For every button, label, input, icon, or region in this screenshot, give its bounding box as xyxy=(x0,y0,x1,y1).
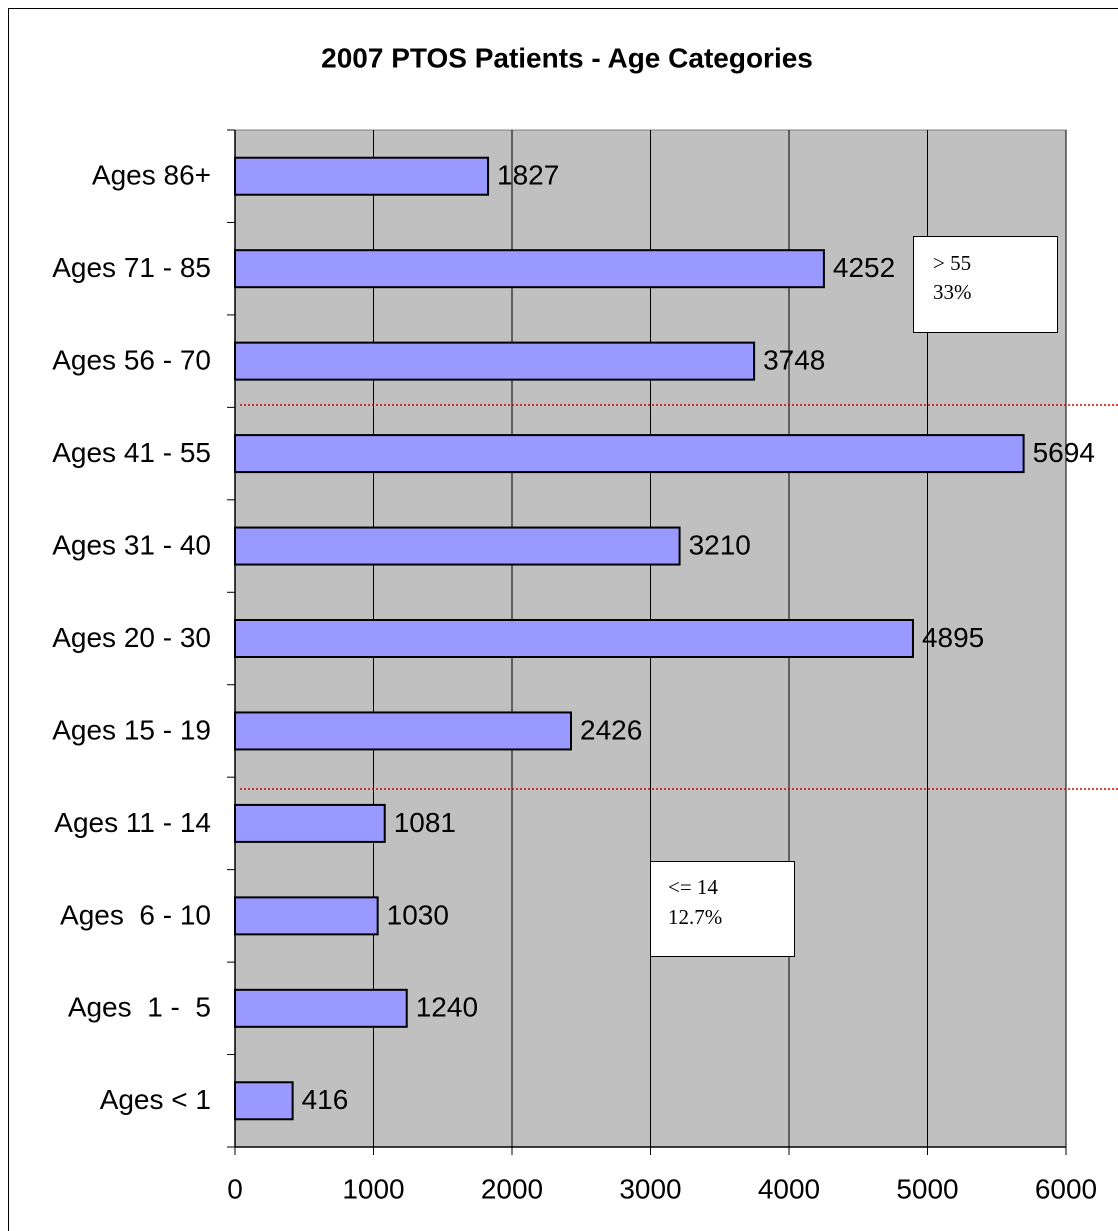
bar xyxy=(234,896,379,936)
annotation-box xyxy=(650,861,795,957)
x-tick-label: 6000 xyxy=(1035,1173,1097,1204)
y-tick-label: Ages 20 - 30 xyxy=(52,622,211,653)
value-label: 3210 xyxy=(689,529,751,560)
value-label: 3748 xyxy=(763,345,825,376)
value-label: 1240 xyxy=(416,992,478,1023)
bar xyxy=(234,1081,294,1121)
y-tick-label: Ages 86+ xyxy=(92,160,211,191)
y-tick-label: Ages 6 - 10 xyxy=(60,899,211,930)
value-label: 416 xyxy=(302,1084,349,1115)
annotation: 12.7% xyxy=(668,905,722,929)
value-label: 1081 xyxy=(394,807,456,838)
x-tick-label: 3000 xyxy=(619,1173,681,1204)
y-tick-label: Ages 15 - 19 xyxy=(52,714,211,745)
value-label: 4252 xyxy=(833,252,895,283)
bar xyxy=(234,341,756,381)
y-tick-label: Ages 11 - 14 xyxy=(54,807,211,838)
bar xyxy=(234,619,914,658)
annotation: 33% xyxy=(933,280,972,304)
x-tick-label: 2000 xyxy=(481,1173,543,1204)
x-tick-label: 0 xyxy=(227,1173,243,1204)
bar xyxy=(234,988,408,1028)
bar xyxy=(234,711,573,751)
value-label: 5694 xyxy=(1033,437,1095,468)
y-tick-label: Ages 1 - 5 xyxy=(68,992,211,1023)
bar xyxy=(234,156,490,196)
value-label: 2426 xyxy=(580,714,642,745)
x-tick-label: 4000 xyxy=(758,1173,820,1204)
value-label: 4895 xyxy=(922,622,984,653)
value-label: 1030 xyxy=(387,899,449,930)
annotation-box xyxy=(913,236,1058,333)
x-tick-label: 1000 xyxy=(342,1173,404,1204)
y-tick-label: Ages 71 - 85 xyxy=(52,252,211,283)
x-tick-label: 5000 xyxy=(896,1173,958,1204)
y-tick-label: Ages 56 - 70 xyxy=(52,345,211,376)
plot-area: 0 1000 2000 3000 4000 5000 6000 Ages 86+ 1827 Age… xyxy=(52,129,1097,1204)
y-tick-label: Ages 41 - 55 xyxy=(52,437,211,468)
annotation: <= 14 xyxy=(668,875,718,899)
bar xyxy=(234,249,825,289)
bar xyxy=(234,526,681,566)
annotation: > 55 xyxy=(933,251,971,275)
y-tick-label: Ages 31 - 40 xyxy=(52,529,211,560)
bar xyxy=(234,803,386,843)
bar xyxy=(234,434,1025,474)
y-tick-label: Ages < 1 xyxy=(100,1084,211,1115)
value-label: 1827 xyxy=(497,160,559,191)
chart-title: 2007 PTOS Patients - Age Categories xyxy=(321,42,813,73)
